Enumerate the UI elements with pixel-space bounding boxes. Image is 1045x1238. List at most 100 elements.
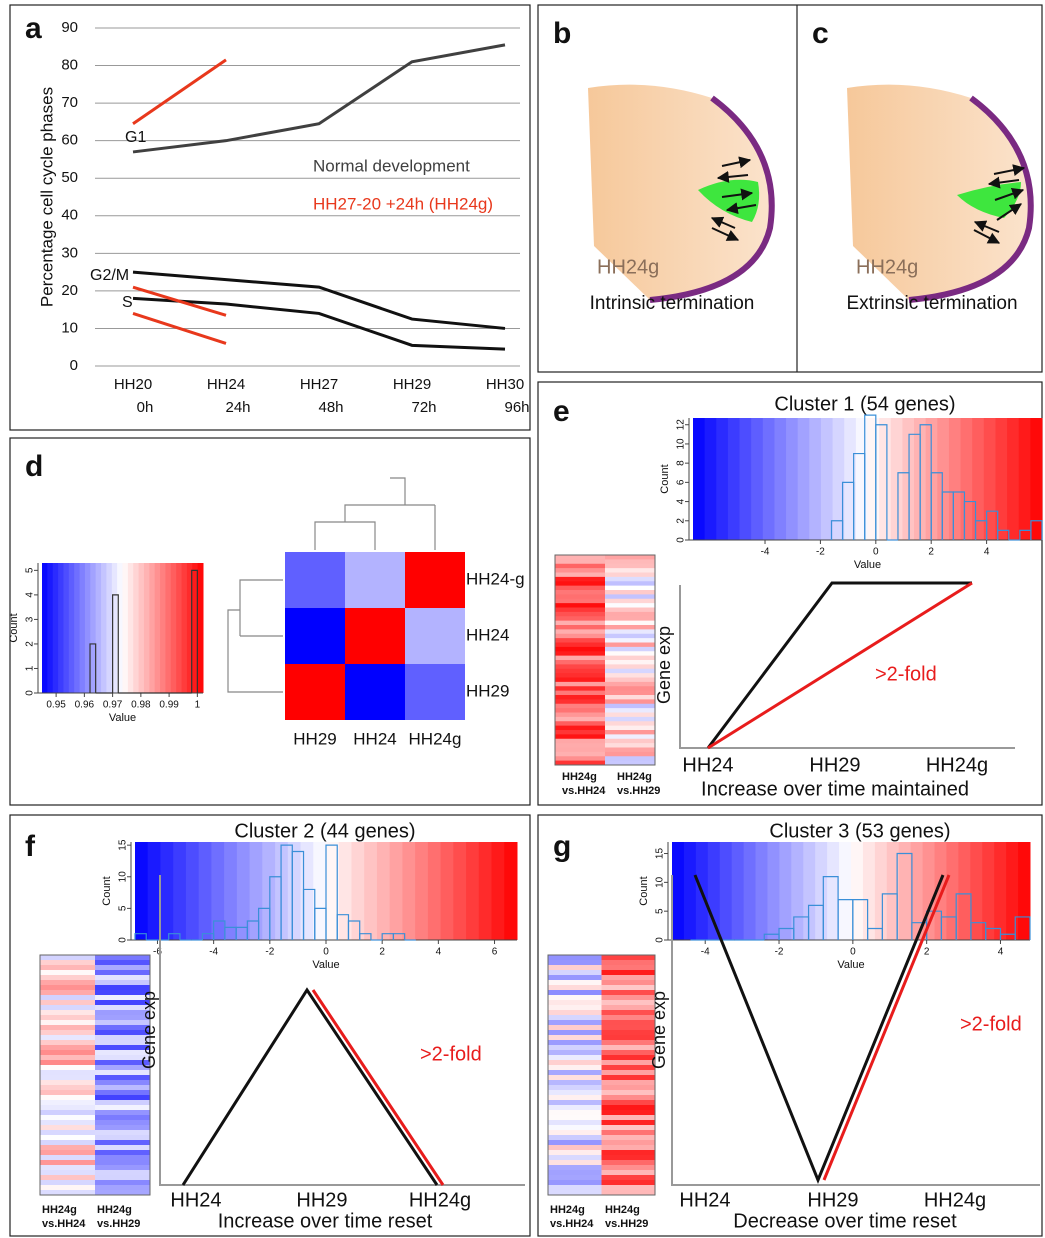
color-key-band: [79, 563, 86, 693]
gene-stripe: [555, 594, 605, 600]
gene-stripe: [555, 743, 605, 748]
color-key-band: [827, 842, 840, 940]
gene-stripe: [40, 1180, 95, 1186]
y-tick-label: 10: [676, 438, 687, 450]
gene-stripe: [548, 1155, 602, 1161]
fold-label: >2-fold: [960, 1013, 1022, 1035]
gene-stripe: [95, 1070, 150, 1076]
color-key-band: [948, 418, 962, 540]
gene-stripe: [601, 1090, 655, 1096]
color-key-band: [832, 418, 845, 540]
schematic-line: [693, 874, 945, 1184]
x-tick-label: 0.97: [103, 700, 123, 711]
gene-stripe: [40, 1050, 95, 1056]
gene-stripe: [601, 1155, 655, 1161]
gene-stripe: [40, 1155, 95, 1161]
gene-stripe: [40, 1185, 95, 1191]
color-key-band: [376, 842, 391, 940]
gene-stripe: [601, 1030, 655, 1036]
gene-stripe: [40, 995, 95, 1001]
color-key-band: [874, 842, 888, 940]
gene-stripe: [40, 1120, 95, 1126]
color-key-band: [364, 842, 378, 940]
gene-stripe: [40, 990, 95, 996]
panel-f-frame: [9, 814, 531, 1237]
color-key-band: [147, 842, 161, 940]
schematic-x-label: HH24g: [409, 1189, 471, 1211]
gene-stripe: [548, 1065, 602, 1071]
gene-stripe: [40, 1100, 95, 1106]
color-key-band: [185, 842, 200, 940]
y-axis-label: Count: [101, 876, 113, 905]
panel-letter: d: [25, 450, 43, 483]
panel-d-frame: [9, 437, 531, 806]
stage-label: HH24g: [597, 256, 659, 278]
gene-stripe: [40, 1080, 95, 1086]
gene-stripe: [95, 1145, 150, 1151]
color-key-band: [52, 563, 59, 693]
gene-stripe: [40, 1020, 95, 1026]
stage-label: HH24g: [856, 256, 918, 278]
heatmap-cell: [285, 664, 345, 720]
heatmap-frame: [547, 954, 656, 1196]
column-label: HH24g: [409, 729, 462, 748]
gene-stripe: [605, 611, 655, 617]
color-key-band: [440, 842, 454, 940]
gene-stripe: [605, 642, 655, 648]
color-key-band: [68, 563, 75, 693]
gene-stripe: [601, 1100, 655, 1106]
gene-stripe: [95, 1065, 150, 1071]
signal-zone: [957, 182, 1021, 218]
x-tick-label: -6: [153, 947, 162, 958]
gene-stripe: [95, 1135, 150, 1141]
schematic-x-label: HH29: [809, 754, 860, 776]
histogram-step: [89, 643, 97, 693]
x-tick-label: 0.96: [75, 700, 95, 711]
x-tick-sublabel: 24h: [225, 399, 250, 416]
color-key-band: [731, 842, 745, 940]
schematic-x-label: HH29: [807, 1189, 858, 1211]
gene-stripe: [601, 1010, 655, 1016]
gene-stripe: [555, 734, 605, 740]
y-axis-label: Count: [638, 876, 650, 905]
gene-stripe: [95, 1125, 150, 1131]
schematic-fold-line: [707, 581, 973, 750]
gene-stripe: [601, 1160, 655, 1166]
y-axis-label: Count: [8, 613, 20, 642]
y-tick-label: 0: [118, 937, 129, 943]
gene-stripe: [548, 1110, 602, 1116]
gene-stripe: [605, 681, 655, 687]
panel-letter: c: [812, 17, 829, 50]
gene-stripe: [605, 677, 655, 683]
histogram-step: [1030, 520, 1043, 540]
color-key-band: [815, 842, 828, 940]
color-key-band: [504, 842, 518, 940]
limb-bud: [588, 84, 772, 301]
gene-stripe: [95, 1165, 150, 1171]
x-tick-label: 2: [928, 547, 934, 558]
gene-stripe: [605, 590, 655, 595]
gene-stripe: [548, 1115, 602, 1121]
color-key-band: [84, 563, 91, 693]
gene-stripe: [601, 1070, 655, 1076]
panel-bc-frame: [537, 4, 1043, 373]
series-line: [132, 43, 506, 154]
gene-stripe: [601, 1025, 655, 1031]
gene-stripe: [548, 1035, 602, 1041]
gene-stripe: [555, 695, 605, 700]
gene-stripe: [40, 1115, 95, 1121]
color-key-band: [937, 418, 950, 540]
gene-stripe: [555, 677, 605, 683]
color-key-band: [960, 418, 973, 540]
gene-stripe: [605, 730, 655, 735]
gene-stripe: [605, 651, 655, 657]
gene-stripe: [605, 594, 655, 600]
color-key-band: [90, 563, 97, 693]
gene-stripe: [95, 1170, 150, 1176]
color-key-band: [820, 418, 834, 540]
gene-stripe: [95, 995, 150, 1001]
gene-stripe: [95, 1110, 150, 1116]
gene-stripe: [605, 690, 655, 696]
gene-stripe: [601, 1125, 655, 1131]
